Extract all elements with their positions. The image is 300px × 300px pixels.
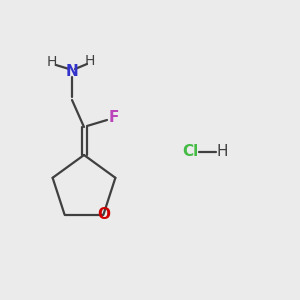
Text: F: F bbox=[109, 110, 119, 125]
Text: H: H bbox=[47, 55, 57, 69]
Text: Cl: Cl bbox=[182, 145, 198, 160]
Text: H: H bbox=[216, 145, 228, 160]
Text: H: H bbox=[85, 54, 95, 68]
Text: O: O bbox=[97, 207, 110, 222]
Text: N: N bbox=[66, 64, 78, 80]
